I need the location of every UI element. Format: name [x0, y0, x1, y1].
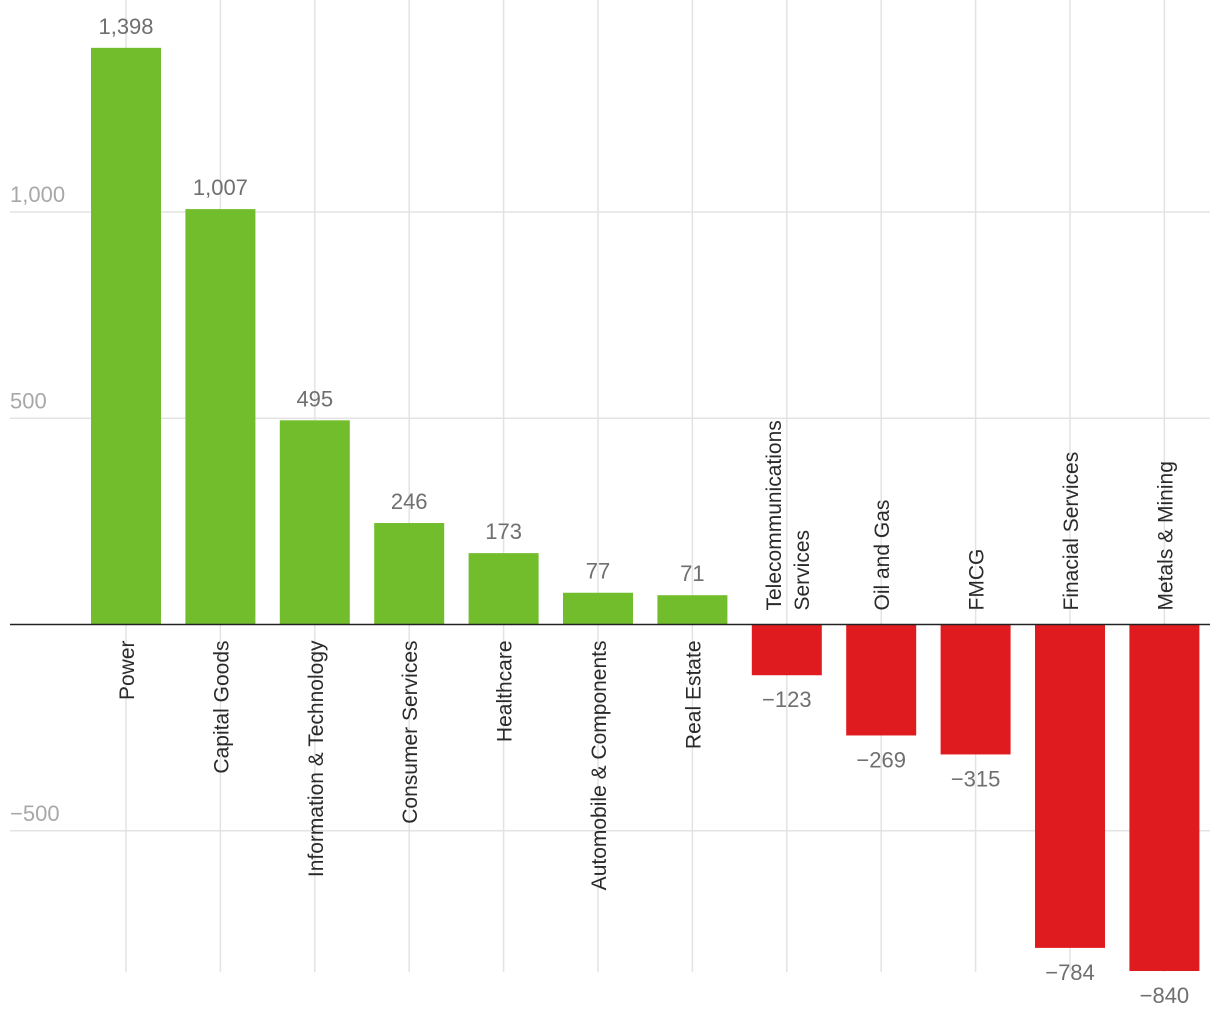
category-label-text: Finacial Services: [1060, 452, 1083, 611]
data-label: −840: [1140, 983, 1190, 1008]
bar: [91, 47, 161, 625]
category-label: Real Estate: [682, 641, 705, 750]
category-label: FMCG: [966, 549, 989, 611]
bar: [846, 624, 917, 736]
data-label: −315: [951, 766, 1001, 791]
category-label: Oil and Gas: [871, 500, 894, 611]
bar: [1035, 624, 1105, 948]
category-label-text: Real Estate: [682, 641, 705, 750]
data-label: 1,007: [193, 175, 248, 200]
y-tick-label: −500: [10, 801, 60, 826]
category-label: Consumer Services: [399, 641, 422, 824]
gridlines: [10, 0, 1210, 972]
data-label: −269: [856, 747, 906, 772]
bar: [468, 553, 539, 625]
category-label: Metals & Mining: [1154, 461, 1177, 610]
bar: [1129, 624, 1200, 971]
data-label: 246: [391, 489, 428, 514]
category-label-text: Information & Technology: [305, 640, 328, 877]
data-label: 1,398: [98, 14, 153, 39]
category-label-text: FMCG: [966, 549, 989, 611]
category-label: Automobile & Components: [588, 641, 611, 891]
category-label: Power: [116, 641, 139, 701]
data-label: 173: [485, 519, 522, 544]
category-label-text: Oil and Gas: [871, 500, 894, 611]
category-label: Information & Technology: [305, 640, 328, 877]
category-label-text: Automobile & Components: [588, 641, 611, 891]
bar: [374, 523, 445, 625]
category-label-text: Healthcare: [494, 641, 517, 743]
category-label-text: Services: [791, 530, 814, 611]
data-label: −784: [1045, 960, 1095, 985]
bars: [91, 47, 1200, 971]
data-label: 495: [296, 386, 333, 411]
bar: [563, 592, 633, 625]
category-label-text: Metals & Mining: [1154, 461, 1177, 610]
bar: [657, 595, 728, 625]
category-label-text: Telecommunications: [763, 420, 786, 610]
labels: −500 500 1,000 1,398 Power 1,007 Capital Goods…: [10, 14, 1189, 1008]
bar: [279, 420, 350, 625]
data-label: 71: [680, 561, 704, 586]
data-label: 77: [586, 559, 610, 584]
category-label: Capital Goods: [210, 641, 233, 774]
category-label: Telecommunications Services: [763, 420, 814, 610]
bar: [751, 624, 822, 676]
category-label: Healthcare: [494, 641, 517, 743]
data-label: −123: [762, 687, 812, 712]
category-label-text: Power: [116, 641, 139, 701]
bar: [185, 209, 256, 625]
category-label-text: Consumer Services: [399, 641, 422, 824]
category-label-text: Capital Goods: [210, 641, 233, 774]
y-tick-label: 1,000: [10, 182, 65, 207]
category-label: Finacial Services: [1060, 452, 1083, 611]
y-tick-label: 500: [10, 388, 47, 413]
bar: [940, 624, 1011, 755]
